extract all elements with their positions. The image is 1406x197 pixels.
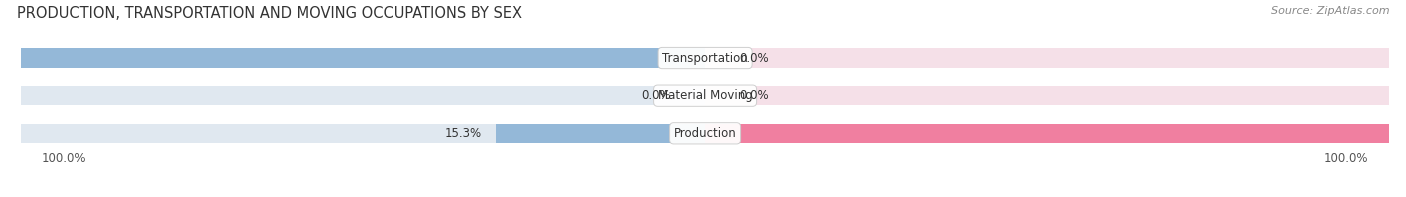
Text: 0.0%: 0.0% [641,89,671,102]
Bar [0,48,706,68]
Text: 0.0%: 0.0% [740,89,769,102]
Bar [21,48,706,68]
Text: Production: Production [673,127,737,140]
Bar [21,124,706,143]
Text: Source: ZipAtlas.com: Source: ZipAtlas.com [1271,6,1389,16]
Text: PRODUCTION, TRANSPORTATION AND MOVING OCCUPATIONS BY SEX: PRODUCTION, TRANSPORTATION AND MOVING OC… [17,6,522,21]
Bar [706,124,1406,143]
Text: Material Moving: Material Moving [658,89,752,102]
Text: 100.0%: 100.0% [42,152,86,165]
Text: 100.0%: 100.0% [1324,152,1368,165]
Bar [706,86,1389,105]
Bar [21,86,706,105]
Text: Transportation: Transportation [662,52,748,65]
Bar [706,48,1389,68]
Text: 0.0%: 0.0% [740,52,769,65]
Bar [706,124,1389,143]
Text: 15.3%: 15.3% [444,127,482,140]
Bar [496,124,704,143]
